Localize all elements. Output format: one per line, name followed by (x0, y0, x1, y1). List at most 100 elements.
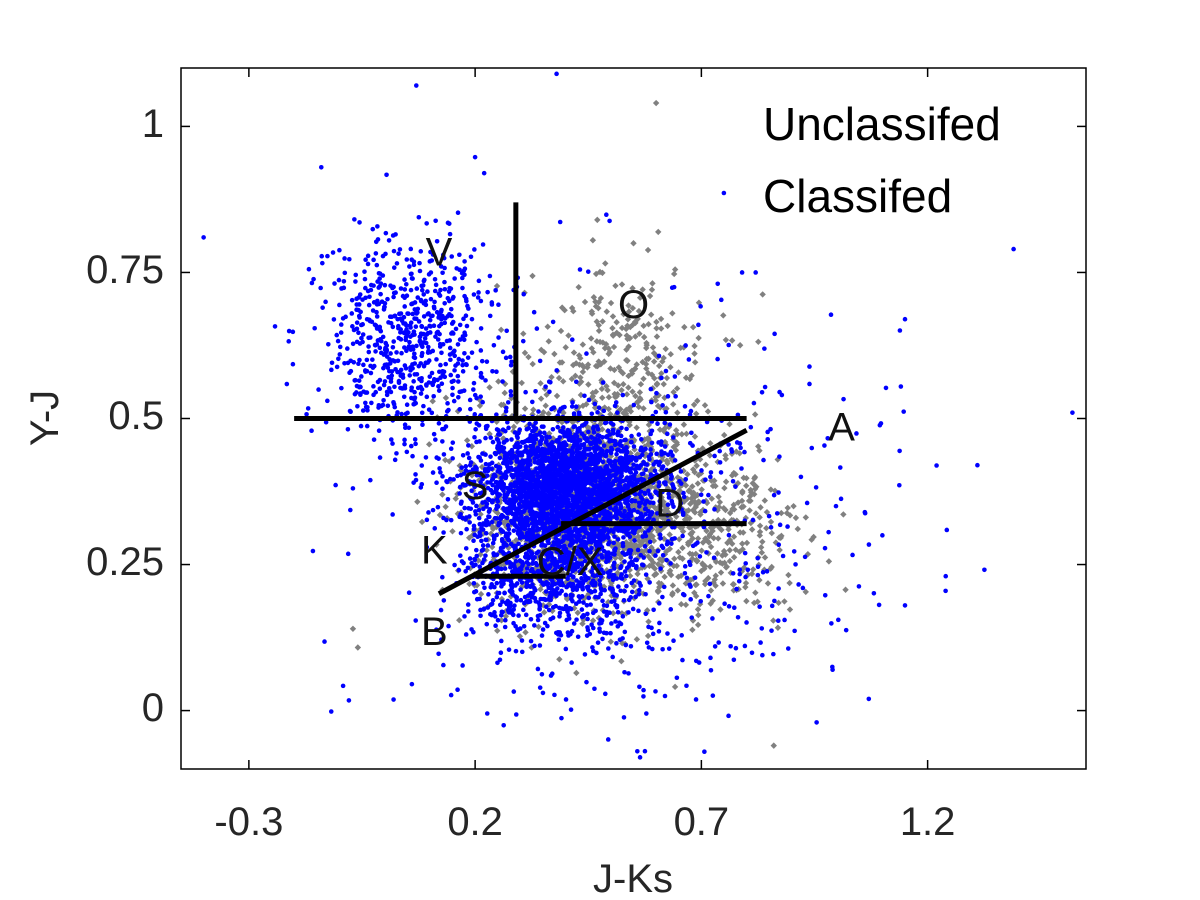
data-point (614, 569, 621, 577)
data-point (508, 460, 514, 466)
data-point (570, 400, 575, 405)
data-point (480, 560, 485, 566)
data-point (689, 466, 697, 473)
data-point (751, 485, 759, 493)
data-point (555, 374, 563, 382)
data-point (552, 517, 558, 522)
data-point (778, 509, 785, 517)
data-point (767, 565, 774, 572)
data-point (451, 477, 456, 482)
data-point (649, 344, 657, 351)
data-point (521, 349, 529, 357)
data-point (756, 522, 764, 529)
data-point (594, 473, 600, 479)
data-point (529, 457, 536, 464)
data-point (586, 429, 591, 435)
data-point (584, 423, 591, 431)
data-point (509, 437, 514, 442)
data-point (642, 450, 649, 457)
data-point (653, 333, 661, 340)
data-point (566, 503, 572, 509)
data-point (701, 402, 709, 409)
data-point (628, 470, 634, 475)
data-point (561, 468, 567, 474)
data-point (742, 583, 749, 591)
data-point (551, 546, 557, 551)
data-point (646, 454, 652, 460)
data-point (444, 479, 450, 485)
data-point (538, 449, 543, 455)
data-point (685, 507, 692, 514)
data-point (664, 557, 669, 563)
data-point (591, 424, 596, 430)
data-point (526, 468, 532, 474)
data-point (663, 374, 671, 382)
data-point (657, 315, 665, 323)
data-point (587, 631, 593, 637)
data-point (655, 362, 663, 370)
data-point (703, 527, 710, 535)
data-point (596, 528, 602, 533)
data-point (732, 471, 739, 478)
data-point (717, 606, 724, 613)
data-point (449, 528, 456, 535)
data-point (548, 471, 554, 477)
data-point (710, 534, 717, 542)
data-point (653, 517, 660, 524)
data-point (490, 439, 496, 445)
data-point (615, 364, 623, 371)
data-point (616, 331, 623, 339)
data-point (574, 617, 579, 622)
data-point (601, 443, 607, 448)
data-point (643, 365, 650, 372)
data-point (623, 346, 630, 353)
data-point (664, 322, 671, 330)
data-point (619, 513, 625, 518)
data-point (721, 431, 728, 439)
data-point (628, 478, 633, 483)
data-point (581, 298, 589, 306)
data-point (593, 318, 601, 325)
data-point (589, 393, 597, 400)
data-point (592, 270, 600, 278)
data-point (579, 620, 586, 627)
data-point (512, 515, 518, 520)
data-point (722, 478, 730, 485)
data-point (542, 402, 549, 409)
data-point (591, 562, 599, 569)
data-point (418, 518, 426, 526)
data-point (551, 350, 558, 358)
data-point (542, 430, 547, 436)
data-point (719, 580, 727, 587)
data-point (473, 509, 478, 514)
data-point (659, 453, 666, 461)
data-point (706, 563, 714, 570)
data-point (518, 511, 524, 516)
data-point (665, 512, 670, 518)
data-point (496, 443, 501, 449)
data-point (625, 384, 632, 391)
data-point (626, 404, 634, 411)
data-point (648, 525, 654, 531)
data-point (689, 323, 697, 331)
data-point (581, 497, 587, 502)
data-point (534, 477, 540, 482)
data-point (694, 491, 701, 499)
data-point (537, 466, 542, 472)
data-point (498, 617, 505, 624)
data-point (673, 562, 681, 570)
data-point (468, 479, 474, 485)
data-point (619, 425, 624, 431)
data-point (570, 308, 577, 315)
data-point (440, 574, 445, 580)
data-point (651, 565, 659, 572)
data-point (442, 503, 449, 510)
data-point (775, 534, 783, 541)
data-point (625, 302, 632, 309)
data-point (547, 467, 553, 472)
data-point (665, 509, 672, 516)
data-point (535, 445, 541, 451)
data-point (785, 571, 792, 579)
data-point (674, 587, 681, 594)
